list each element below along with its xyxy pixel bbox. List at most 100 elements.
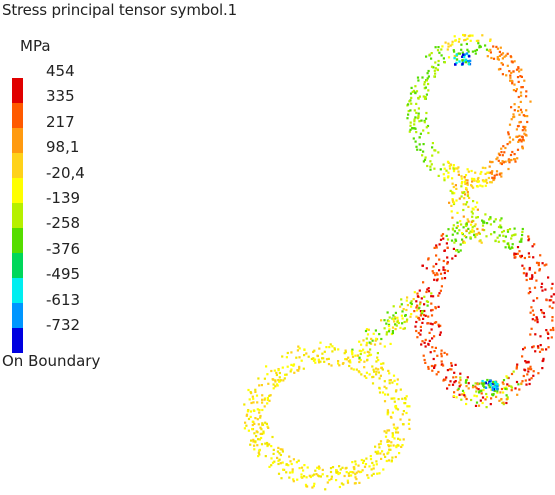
stress-point <box>256 418 259 421</box>
stress-point <box>409 315 412 318</box>
stress-point <box>543 315 546 318</box>
stress-point <box>446 256 449 259</box>
stress-point <box>495 173 498 176</box>
stress-point <box>401 317 404 320</box>
stress-point <box>518 139 521 142</box>
stress-point <box>455 199 458 202</box>
stress-point <box>498 54 501 57</box>
stress-point <box>524 369 527 372</box>
scale-swatch <box>12 303 23 328</box>
stress-point <box>250 401 253 405</box>
stress-point <box>475 233 478 236</box>
stress-point <box>393 437 396 440</box>
stress-point <box>295 356 298 359</box>
stress-point <box>475 48 478 52</box>
stress-point <box>463 39 466 42</box>
stress-point <box>439 289 442 292</box>
stress-point <box>355 478 358 481</box>
stress-point <box>501 154 504 157</box>
stress-point <box>453 56 456 60</box>
stress-point <box>383 385 386 388</box>
stress-point <box>336 471 339 474</box>
stress-point <box>462 208 465 212</box>
stress-point <box>496 156 499 159</box>
stress-point <box>463 176 466 179</box>
stress-point <box>503 55 506 58</box>
stress-point <box>527 361 530 364</box>
stress-point <box>493 231 496 234</box>
stress-point <box>452 376 455 379</box>
stress-point <box>435 262 438 266</box>
stress-point <box>401 423 405 426</box>
stress-point <box>394 317 397 320</box>
stress-point <box>530 377 533 380</box>
stress-point <box>331 466 335 469</box>
stress-point <box>385 333 388 336</box>
stress-point <box>531 274 534 277</box>
stress-point <box>448 383 451 387</box>
stress-point <box>476 216 479 219</box>
stress-point <box>500 217 503 220</box>
stress-point <box>542 312 545 315</box>
stress-point <box>446 176 450 179</box>
stress-point <box>497 58 500 61</box>
stress-point <box>530 368 533 371</box>
stress-point <box>427 365 430 369</box>
stress-point <box>513 83 516 86</box>
stress-point <box>454 63 457 66</box>
stress-point <box>467 227 470 230</box>
stress-point <box>448 165 451 168</box>
stress-point <box>517 109 520 113</box>
stress-point <box>407 422 410 425</box>
stress-point <box>534 350 537 353</box>
stress-point <box>323 360 326 363</box>
stress-point <box>468 34 471 38</box>
stress-point <box>259 416 262 419</box>
stress-point <box>446 353 449 356</box>
stress-point <box>379 374 382 377</box>
stress-point <box>477 180 480 183</box>
stress-point <box>427 290 431 293</box>
stress-point <box>351 355 355 358</box>
stress-point <box>462 33 465 37</box>
stress-point <box>388 382 391 385</box>
stress-point <box>490 181 493 184</box>
stress-point <box>260 436 263 440</box>
stress-point <box>366 350 369 353</box>
stress-point <box>347 474 351 477</box>
stress-point <box>429 351 432 354</box>
stress-point <box>292 363 296 366</box>
stress-point <box>460 177 463 180</box>
stress-point <box>337 348 340 351</box>
stress-point <box>501 160 504 163</box>
stress-point <box>486 222 489 225</box>
stress-point <box>427 342 430 345</box>
stress-point <box>312 359 316 362</box>
stress-point <box>509 247 512 250</box>
stress-point <box>438 243 441 246</box>
stress-point <box>501 52 505 55</box>
stress-point <box>514 90 518 93</box>
stress-point <box>470 220 473 223</box>
stress-point <box>489 223 492 226</box>
stress-point <box>519 139 522 142</box>
stress-point <box>491 388 494 392</box>
stress-point <box>395 389 398 392</box>
stress-point <box>435 279 439 282</box>
stress-point <box>385 322 388 325</box>
stress-point <box>381 391 385 394</box>
stress-point <box>406 405 409 408</box>
stress-point <box>468 63 471 66</box>
stress-point <box>525 95 528 98</box>
stress-point <box>253 432 256 435</box>
stress-point <box>457 170 460 173</box>
stress-point <box>434 46 437 49</box>
stress-point <box>493 385 496 389</box>
stress-point <box>372 332 375 335</box>
stress-point <box>508 70 511 73</box>
stress-point <box>456 221 459 224</box>
stress-point <box>447 45 450 48</box>
stress-point <box>341 466 344 469</box>
stress-point <box>493 176 496 180</box>
stress-point <box>453 230 456 233</box>
